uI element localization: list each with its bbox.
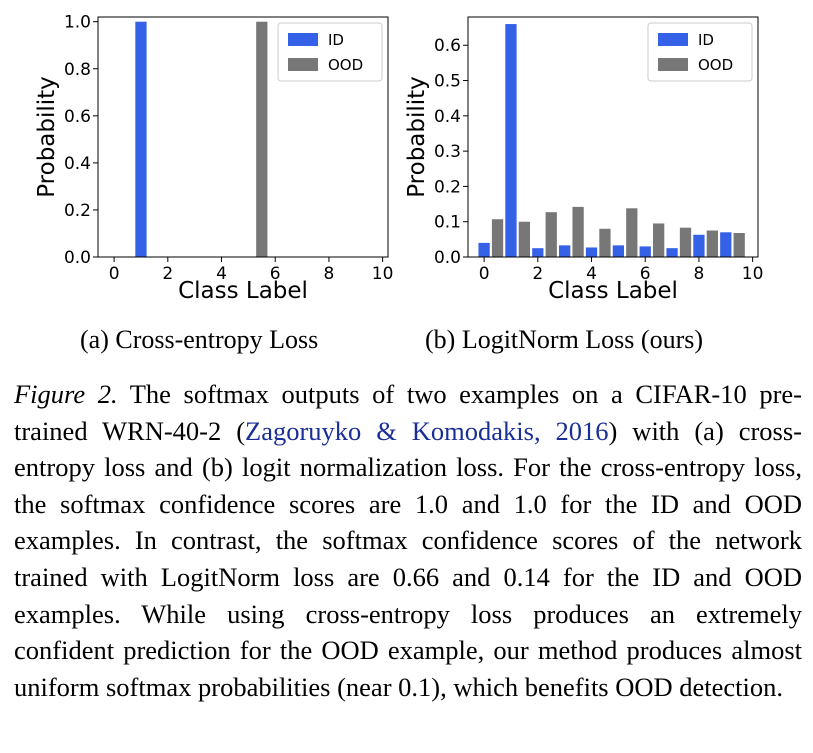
x-axis-label: Class Label (178, 278, 308, 304)
y-tick-label: 0.4 (64, 154, 91, 174)
y-axis-label: Probability (34, 76, 60, 198)
bar-id-class-2 (532, 248, 544, 257)
figure-panels: 0.0 0.2 0.4 0.6 0.8 1.0 0 2 4 6 8 10 Class Label Prob… (34, 13, 764, 304)
bar-ood-class-3 (572, 206, 584, 257)
bar-ood-class-6 (653, 223, 665, 257)
bar-ood-class-8 (706, 230, 718, 257)
caption-text-2: ) with (a) cross-entropy loss and (b) lo… (14, 415, 802, 702)
y-tick-label: 0.0 (64, 248, 91, 268)
plot-frame (97, 16, 389, 258)
bar-id-class-0 (478, 242, 490, 257)
bar-ood-class-0 (491, 219, 504, 257)
y-tick-label: 0.6 (434, 36, 461, 56)
y-tick-label: 0.2 (434, 177, 461, 197)
subcaption-b: (b) LogitNorm Loss (ours) (425, 325, 704, 354)
citation-link[interactable]: Zagoruyko & Komodakis, 2016 (245, 415, 609, 446)
bar-ood-class-2 (545, 212, 557, 257)
x-tick-label: 6 (640, 264, 651, 284)
legend-swatch-ood (658, 58, 688, 71)
legend-label-ood: OOD (328, 56, 363, 74)
bar-ood-class-5 (256, 21, 268, 257)
x-tick-label: 8 (324, 264, 335, 284)
legend-label-id: ID (698, 31, 714, 49)
x-tick-label: 10 (372, 264, 394, 284)
x-tick-label: 10 (742, 264, 764, 284)
legend-label-ood: OOD (698, 56, 733, 74)
y-tick-label: 0.1 (434, 213, 461, 233)
y-tick-label: 0.4 (434, 107, 461, 127)
chart-b: 0.0 0.1 0.2 0.3 0.4 0.5 0.6 0 2 4 6 8 10 Class Label P… (404, 16, 764, 304)
bar-id-class-7 (666, 248, 678, 257)
x-tick-label: 6 (270, 264, 281, 284)
bar-ood-class-1 (518, 221, 531, 257)
bar-id-class-9 (720, 232, 732, 257)
y-tick-label: 0.8 (64, 60, 91, 80)
x-tick-label: 4 (216, 264, 227, 284)
plot-frame (467, 16, 759, 258)
figure-caption: Figure 2. The softmax outputs of two exa… (14, 376, 802, 705)
x-axis-label: Class Label (548, 278, 678, 304)
legend-swatch-id (658, 33, 688, 46)
x-tick-label: 8 (694, 264, 705, 284)
bar-ood-class-9 (733, 233, 745, 257)
bar-id-class-1 (135, 21, 147, 257)
bar-id-class-3 (559, 245, 571, 257)
x-tick-label: 2 (162, 264, 173, 284)
chart-a: 0.0 0.2 0.4 0.6 0.8 1.0 0 2 4 6 8 10 Class Label Prob… (34, 13, 393, 304)
legend-swatch-id (288, 33, 318, 46)
subcaption-a: (a) Cross-entropy Loss (80, 325, 319, 354)
legend-swatch-ood (288, 58, 318, 71)
caption-text-1: The softmax outputs of two examples on a… (14, 379, 802, 446)
y-axis-label: Probability (404, 76, 430, 198)
y-tick-label: 0.0 (434, 248, 461, 268)
bar-id-class-4 (585, 247, 598, 257)
bar-id-class-8 (693, 234, 705, 257)
y-tick-label: 0.3 (434, 142, 461, 162)
x-tick-label: 2 (532, 264, 543, 284)
bar-ood-class-5 (626, 208, 638, 257)
x-tick-label: 0 (109, 264, 120, 284)
legend-label-id: ID (328, 31, 344, 49)
x-tick-label: 4 (586, 264, 597, 284)
x-tick-label: 0 (479, 264, 490, 284)
y-tick-label: 0.2 (64, 201, 91, 221)
bar-id-class-1 (505, 24, 517, 257)
y-tick-label: 1.0 (64, 13, 91, 33)
bar-ood-class-4 (599, 228, 611, 257)
y-tick-label: 0.6 (64, 107, 91, 127)
figure-label: Figure 2. (14, 379, 118, 409)
y-tick-label: 0.5 (434, 72, 461, 92)
bar-ood-class-7 (679, 227, 692, 257)
bar-id-class-6 (639, 246, 651, 257)
bar-id-class-5 (612, 245, 625, 257)
